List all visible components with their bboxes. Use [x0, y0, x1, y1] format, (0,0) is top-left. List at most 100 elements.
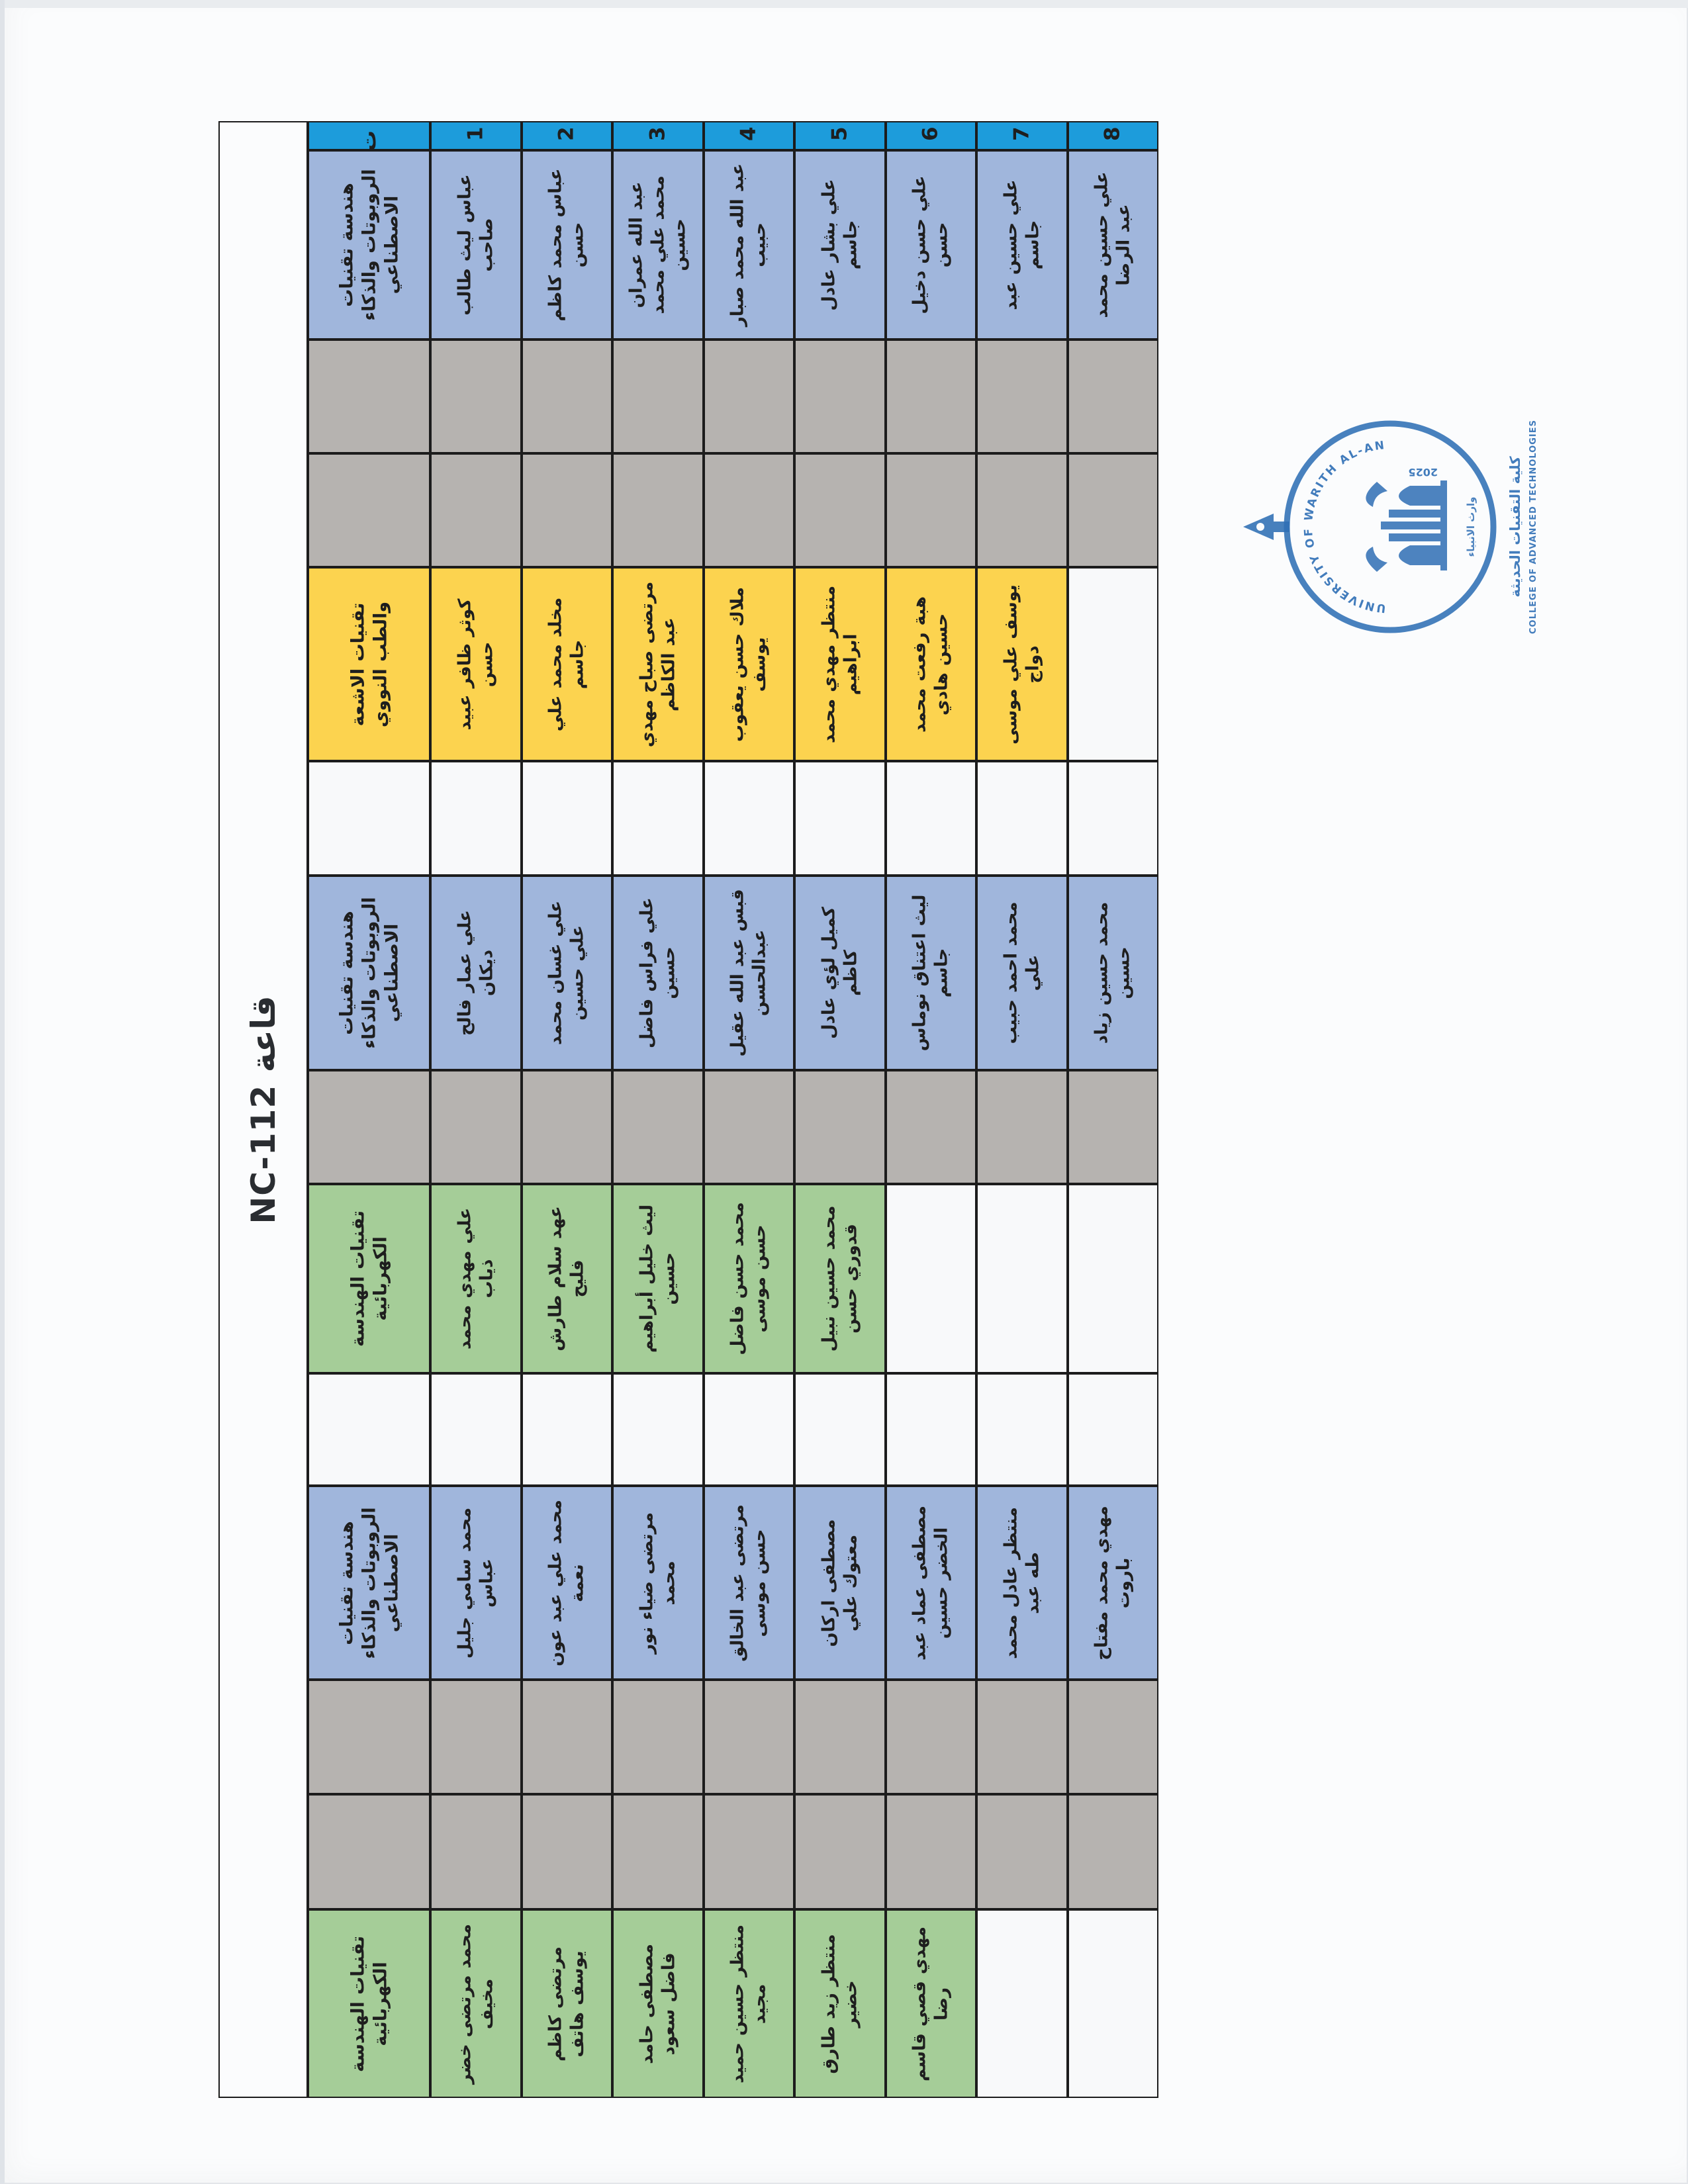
room-title-bar: قاعة NC-112	[218, 121, 308, 2098]
student-name-cell-label: محمد حسن فاضل حسن موسى	[727, 1202, 770, 1355]
empty-seat-cell	[612, 1680, 704, 1794]
empty-seat-cell	[1067, 1070, 1158, 1184]
student-name-cell: علي حسين محمد عبد الرضا	[1067, 150, 1158, 340]
empty-seat-cell	[703, 1794, 794, 1909]
empty-seat-cell	[976, 1184, 1068, 1373]
student-name-cell: كميل لؤي عادل كاظم	[794, 876, 886, 1070]
empty-seat-cell	[521, 453, 612, 567]
empty-seat-cell	[885, 1794, 976, 1909]
empty-seat-cell	[976, 1373, 1068, 1486]
student-name-cell-label: مصطفى حامد فاضل سعود	[637, 1943, 679, 2064]
department-cell: هندسة تقنيات الروبوتات والذكاء الاصطناعي	[308, 1486, 430, 1680]
empty-department-cell	[308, 1794, 430, 1909]
student-name-cell-label: محمد سامي جليل عباس	[455, 1507, 496, 1659]
empty-seat-cell	[885, 1184, 976, 1373]
student-name-cell-label: محمد مرتضى خضر مخيف	[455, 1923, 496, 2084]
empty-department-cell	[308, 340, 430, 453]
student-name-cell: علي فراس فاضل حسين	[612, 876, 704, 1070]
empty-department-cell	[308, 761, 430, 876]
empty-seat-cell	[612, 340, 704, 453]
seat-number-cell-label: 6	[918, 126, 943, 141]
student-name-cell: يوسف علي موسى دواج	[976, 567, 1068, 761]
student-name-cell-label: منتظر زيد طارق خضير	[819, 1933, 861, 2074]
seat-number-cell: 8	[1067, 121, 1158, 150]
department-cell-label: تقنيات الهندسة الكهربائية	[347, 1210, 391, 1347]
student-name-cell: عبد الله محمد صبار حبيب	[703, 150, 794, 340]
empty-seat-cell	[430, 1794, 522, 1909]
empty-seat-cell	[794, 1680, 886, 1794]
department-cell: تقنيات الهندسة الكهربائية	[308, 1909, 430, 2098]
empty-seat-cell	[1067, 1373, 1158, 1486]
student-name-cell: كوثر ظافر عبيد حسن	[430, 567, 522, 761]
student-name-cell-label: مهدي قصي قاسم رضا	[910, 1926, 952, 2081]
svg-text:UNIVERSITY OF WARITH AL-ANBIYA: UNIVERSITY OF WARITH AL-ANBIYA'A	[1239, 439, 1387, 671]
student-name-cell-label: مهدي محمد مفتاح باروت	[1092, 1505, 1134, 1661]
student-name-cell: علي حسن دخيل حسن	[885, 150, 976, 340]
student-name-cell: علي غسان محمد علي حسين	[521, 876, 612, 1070]
empty-seat-cell	[430, 340, 522, 453]
student-name-cell: محمد حسن فاضل حسن موسى	[703, 1184, 794, 1373]
empty-seat-cell	[703, 1680, 794, 1794]
student-name-cell: علي حسين عبد جاسم	[976, 150, 1068, 340]
student-name-cell-label: مخلد محمد علي جاسم	[545, 597, 588, 731]
seat-number-cell-label: 2	[554, 126, 579, 141]
student-name-cell: منتظر عادل محمد طه عبد	[976, 1486, 1068, 1680]
empty-seat-cell	[703, 1373, 794, 1486]
department-cell-label: هندسة تقنيات الروبوتات والذكاء الاصطناعي	[336, 897, 402, 1049]
empty-seat-cell	[430, 1070, 522, 1184]
seat-number-cell: 3	[612, 121, 704, 150]
seat-number-cell: 2	[521, 121, 612, 150]
student-name-cell-label: علي حسين عبد جاسم	[1001, 179, 1043, 310]
seat-number-cell-label: 3	[645, 126, 670, 141]
student-name-cell-label: منتظر حسين حميد مجيد	[727, 1924, 770, 2083]
department-cell-label: هندسة تقنيات الروبوتات والذكاء الاصطناعي	[336, 169, 402, 321]
empty-seat-cell	[521, 1070, 612, 1184]
stamp-college-arabic: كلية التقنيات الحديثة	[1507, 456, 1523, 598]
student-name-cell: محمد مرتضى خضر مخيف	[430, 1909, 522, 2098]
student-name-cell-label: منتظر عادل محمد طه عبد	[1001, 1506, 1043, 1659]
student-name-cell-label: عبد الله محمد صبار حبيب	[727, 163, 770, 327]
student-name-cell-label: علي غسان محمد علي حسين	[545, 900, 588, 1046]
empty-seat-cell	[521, 340, 612, 453]
student-name-cell-label: مصطفى عماد عبد الخضر حسين	[910, 1505, 952, 1661]
empty-seat-cell	[885, 453, 976, 567]
empty-seat-cell	[976, 761, 1068, 876]
empty-seat-cell	[885, 761, 976, 876]
student-name-cell-label: مصطفى اركان معتوك علي	[819, 1518, 861, 1647]
student-name-cell: عباس ليث طالب صاحب	[430, 150, 522, 340]
seat-number-cell: 4	[703, 121, 794, 150]
empty-seat-cell	[976, 1070, 1068, 1184]
student-name-cell-label: مرتضى صباح مهدي عبد الكاظم	[637, 581, 679, 747]
student-name-cell-label: يوسف علي موسى دواج	[1001, 584, 1043, 745]
scanner-edge-top	[0, 0, 1688, 8]
student-name-cell: عباس محمد كاظم حسن	[521, 150, 612, 340]
empty-seat-cell	[794, 340, 886, 453]
student-name-cell: علي عمار فالح ديكان	[430, 876, 522, 1070]
student-name-cell-label: علي بشار عادل جاسم	[819, 179, 861, 311]
student-name-cell-label: محمد حسين نبيل قدوري حسن	[819, 1205, 861, 1352]
student-name-cell-label: مرتضى عبد الخالق حسن موسى	[727, 1504, 770, 1662]
department-cell-label: تقنيات الهندسة الكهربائية	[347, 1935, 391, 2072]
seat-number-cell-label: 7	[1009, 126, 1034, 141]
student-name-cell: مرتضى ضياء نور محمد	[612, 1486, 704, 1680]
student-name-cell: عهد سلام طارش فليح	[521, 1184, 612, 1373]
student-name-cell: ليث خليل أبراهيم حسين	[612, 1184, 704, 1373]
empty-seat-cell	[703, 453, 794, 567]
empty-seat-cell	[612, 761, 704, 876]
student-name-cell: هبة رفعت محمد حسين هادي	[885, 567, 976, 761]
seat-number-cell: 1	[430, 121, 522, 150]
empty-seat-cell	[976, 340, 1068, 453]
empty-seat-cell	[976, 1680, 1068, 1794]
empty-seat-cell	[1067, 453, 1158, 567]
department-cell: هندسة تقنيات الروبوتات والذكاء الاصطناعي	[308, 150, 430, 340]
student-name-cell: ملاك حسن يعقوب يوسف	[703, 567, 794, 761]
student-name-cell: منتظر زيد طارق خضير	[794, 1909, 886, 2098]
empty-seat-cell	[976, 1909, 1068, 2098]
stamp-emblem-text: وارث الانبياء	[1465, 497, 1477, 557]
student-name-cell-label: مرتضى ضياء نور محمد	[637, 1512, 679, 1654]
empty-seat-cell	[794, 453, 886, 567]
student-name-cell-label: محمد حسين زياد حسين	[1092, 901, 1134, 1044]
student-name-cell-label: مرتضى كاظم يوسف هاتف	[545, 1946, 588, 2062]
empty-seat-cell	[521, 761, 612, 876]
